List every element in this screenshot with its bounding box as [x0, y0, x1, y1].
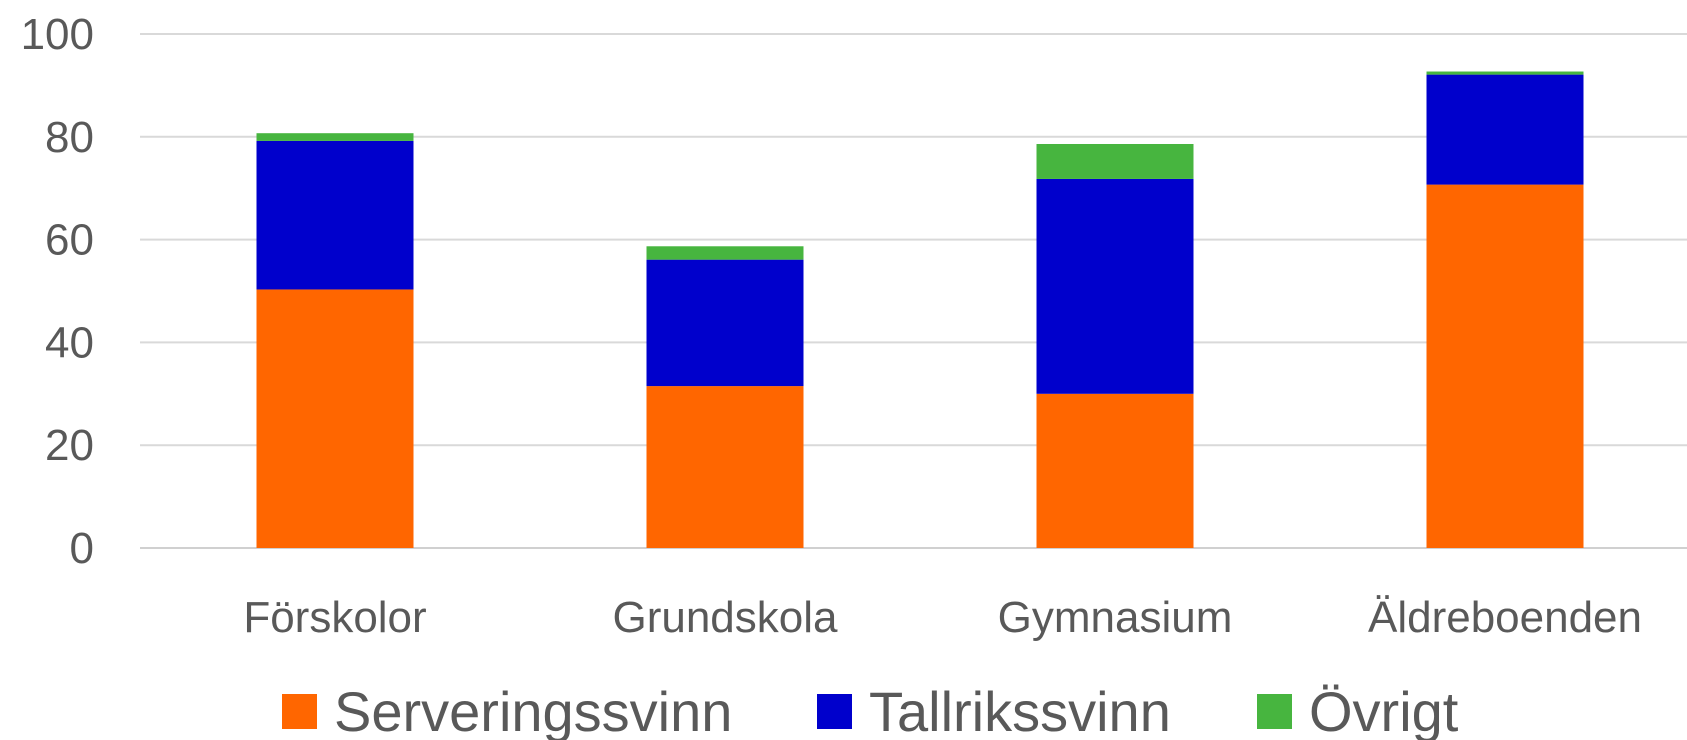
y-tick-label: 100: [21, 10, 94, 59]
x-axis-category-labels: Förskolor Grundskola Gymnasium Äldreboenden: [243, 593, 1642, 642]
legend: Serveringssvinn Tallrikssvinn Övrigt: [282, 680, 1459, 740]
y-axis-tick-labels: 0 20 40 60 80 100: [21, 10, 94, 573]
bar-segment-tallrikssvinn: [646, 259, 804, 387]
bar-segment-serveringssvinn: [1036, 393, 1194, 548]
y-tick-label: 60: [45, 216, 94, 265]
legend-swatch: [282, 694, 317, 729]
x-category-label: Gymnasium: [998, 593, 1233, 642]
bar-segment-serveringssvinn: [256, 289, 414, 548]
legend-label: Tallrikssvinn: [869, 680, 1171, 740]
legend-label: Övrigt: [1309, 680, 1459, 740]
bar-segment-tallrikssvinn: [1426, 74, 1584, 185]
y-tick-label: 80: [45, 113, 94, 162]
bar-segment-vrigt: [1036, 143, 1194, 179]
bars: [256, 71, 1584, 549]
y-tick-label: 0: [70, 524, 94, 573]
bar-segment-serveringssvinn: [646, 386, 804, 548]
legend-label: Serveringssvinn: [334, 680, 732, 740]
bar-segment-vrigt: [256, 133, 414, 141]
x-category-label: Äldreboenden: [1368, 593, 1642, 642]
bar-segment-vrigt: [1426, 71, 1584, 75]
bar-segment-tallrikssvinn: [256, 140, 414, 290]
legend-swatch: [1257, 694, 1292, 729]
bar-segment-tallrikssvinn: [1036, 178, 1194, 394]
bar-segment-serveringssvinn: [1426, 184, 1584, 549]
y-tick-label: 40: [45, 318, 94, 367]
y-tick-label: 20: [45, 421, 94, 470]
legend-swatch: [817, 694, 852, 729]
x-category-label: Förskolor: [243, 593, 426, 642]
x-category-label: Grundskola: [612, 593, 838, 642]
bar-segment-vrigt: [646, 246, 804, 260]
